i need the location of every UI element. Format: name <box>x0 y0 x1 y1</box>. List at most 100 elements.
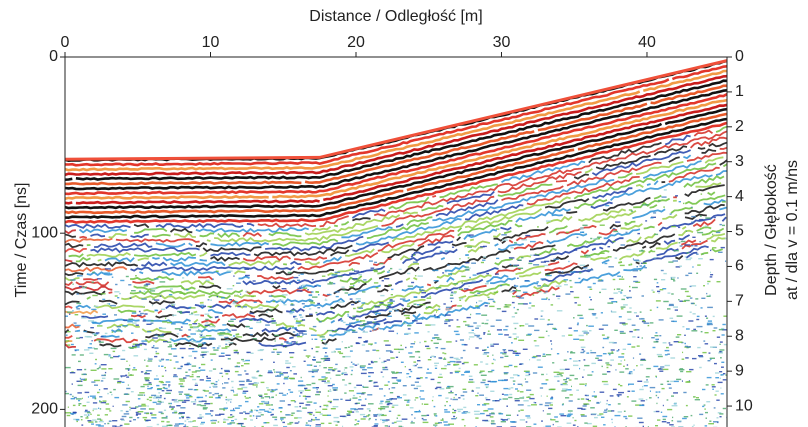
speckle <box>454 371 459 374</box>
speckle <box>657 396 659 399</box>
speckle <box>278 407 283 409</box>
speckle <box>616 288 621 290</box>
speckle <box>289 421 294 424</box>
speckle <box>192 378 197 381</box>
speckle <box>461 282 463 284</box>
speckle <box>517 303 524 305</box>
speckle <box>74 324 81 327</box>
speckle <box>672 260 678 262</box>
speckle <box>615 369 617 371</box>
speckle <box>419 377 423 379</box>
speckle <box>325 352 327 354</box>
speckle <box>267 411 272 413</box>
speckle <box>512 290 516 292</box>
speckle <box>321 376 326 378</box>
speckle <box>559 368 566 371</box>
speckle <box>265 404 271 406</box>
speckle <box>706 401 711 403</box>
speckle <box>579 383 585 385</box>
speckle <box>210 382 215 385</box>
speckle <box>168 294 173 296</box>
speckle <box>678 226 681 229</box>
speckle <box>548 407 553 410</box>
speckle <box>289 356 294 359</box>
speckle <box>256 409 259 412</box>
speckle <box>544 260 550 263</box>
speckle <box>685 230 687 232</box>
speckle <box>162 384 167 386</box>
speckle <box>219 408 225 410</box>
reflection <box>469 283 511 294</box>
speckle <box>555 285 562 287</box>
speckle <box>408 376 412 378</box>
speckle <box>143 383 148 386</box>
speckle <box>719 416 722 418</box>
speckle <box>663 300 669 303</box>
speckle <box>267 389 271 391</box>
speckle <box>298 314 302 316</box>
speckle <box>566 415 571 418</box>
speckle <box>551 396 553 398</box>
speckle <box>433 342 439 344</box>
speckle <box>99 400 101 402</box>
speckle <box>396 332 398 335</box>
speckle <box>480 381 486 384</box>
reflection <box>421 204 444 212</box>
speckle <box>576 323 579 326</box>
speckle <box>142 416 148 419</box>
speckle <box>154 278 159 280</box>
speckle <box>140 408 146 410</box>
speckle <box>87 396 89 398</box>
speckle <box>153 347 155 349</box>
speckle <box>315 418 320 421</box>
x-tick-label: 10 <box>202 34 220 51</box>
speckle <box>247 291 251 294</box>
speckle <box>506 414 511 416</box>
speckle <box>705 384 709 386</box>
speckle <box>72 283 74 285</box>
speckle <box>316 387 319 389</box>
reflection <box>458 295 467 299</box>
speckle <box>74 349 80 351</box>
speckle <box>414 411 417 413</box>
speckle <box>161 308 166 310</box>
y2-axis-title: Depth / Głębokość <box>763 164 780 296</box>
speckle <box>205 380 211 382</box>
speckle <box>650 217 654 219</box>
speckle <box>329 282 334 284</box>
reflection <box>671 65 727 81</box>
speckle <box>405 332 411 335</box>
speckle <box>117 380 122 383</box>
reflection <box>591 247 597 251</box>
reflection <box>550 255 570 262</box>
speckle <box>271 408 274 411</box>
speckle <box>704 408 706 410</box>
speckle <box>434 316 441 319</box>
reflection <box>655 241 678 250</box>
speckle <box>718 328 724 331</box>
speckle <box>117 382 121 384</box>
speckle <box>177 367 182 370</box>
speckle <box>397 380 401 382</box>
speckle <box>218 345 221 347</box>
speckle <box>577 398 580 400</box>
speckle <box>649 390 651 392</box>
speckle <box>487 296 490 298</box>
reflection <box>513 241 544 250</box>
speckle <box>678 201 681 203</box>
speckle <box>135 344 140 346</box>
speckle <box>308 370 313 373</box>
speckle <box>602 353 607 355</box>
speckle <box>470 313 472 316</box>
speckle <box>161 420 165 423</box>
speckle <box>219 372 223 374</box>
speckle <box>348 411 352 413</box>
speckle <box>161 375 164 377</box>
speckle <box>230 318 236 320</box>
speckle <box>522 303 528 305</box>
speckle <box>656 353 662 356</box>
speckle <box>265 324 270 326</box>
speckle <box>309 413 313 416</box>
speckle <box>444 409 448 411</box>
speckle <box>104 423 106 425</box>
